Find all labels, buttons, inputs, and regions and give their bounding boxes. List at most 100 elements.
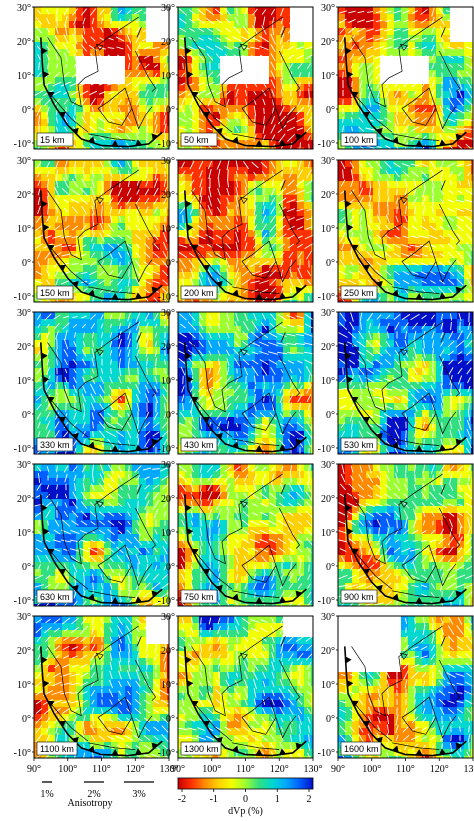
grid-cell — [436, 98, 444, 106]
grid-cell — [83, 354, 91, 362]
anisotropy-bar — [153, 55, 159, 59]
anisotropy-bar — [145, 80, 149, 88]
anisotropy-bar — [403, 115, 409, 125]
grid-cell — [450, 237, 458, 245]
anisotropy-bar — [421, 195, 427, 207]
grid-cell — [387, 195, 395, 203]
anisotropy-bar — [82, 376, 86, 384]
grid-cell — [401, 279, 409, 287]
anisotropy-bar — [367, 108, 373, 114]
anisotropy-bar — [215, 225, 223, 231]
trench-triangle — [363, 264, 370, 272]
grid-cell — [213, 42, 221, 50]
grid-cell — [450, 21, 458, 29]
grid-cell — [97, 340, 105, 348]
grid-cell — [290, 126, 298, 134]
anisotropy-bar — [197, 82, 205, 86]
grid-cell — [206, 265, 214, 273]
grid-cell — [41, 147, 49, 149]
grid-cell — [139, 403, 147, 411]
anisotropy-bar — [126, 116, 132, 124]
grid-cell — [90, 410, 98, 418]
grid-cell — [408, 49, 416, 57]
grid-cell — [69, 410, 77, 418]
grid-cell — [48, 361, 56, 369]
grid-cell — [69, 181, 77, 189]
grid-cell — [167, 188, 169, 196]
grid-cell — [380, 265, 388, 273]
grid-cell — [311, 244, 313, 252]
grid-cell — [380, 237, 388, 245]
anisotropy-bar — [358, 62, 364, 70]
map-panel: 50 km — [177, 6, 314, 150]
grid-cell — [199, 147, 207, 149]
anisotropy-bar — [287, 216, 295, 222]
grid-cell — [160, 77, 168, 85]
grid-cell — [436, 160, 444, 168]
grid-cell — [199, 354, 207, 362]
grid-cell — [450, 63, 458, 71]
anisotropy-bar — [179, 18, 187, 24]
grid-cell — [408, 56, 416, 64]
anisotropy-bar — [251, 161, 259, 169]
anisotropy-bar — [47, 187, 49, 197]
grid-cell — [111, 319, 119, 327]
grid-cell — [213, 98, 221, 106]
grid-cell — [48, 452, 56, 454]
grid-cell — [276, 279, 284, 287]
grid-cell — [97, 300, 105, 302]
anisotropy-bar — [197, 27, 205, 33]
grid-cell — [111, 333, 119, 341]
grid-cell — [90, 84, 98, 92]
anisotropy-bar — [126, 234, 132, 240]
anisotropy-bar — [447, 37, 455, 41]
anisotropy-bar — [244, 143, 248, 149]
grid-cell — [345, 7, 353, 15]
grid-cell — [464, 181, 472, 189]
grid-cell — [394, 230, 402, 238]
grid-cell — [139, 293, 147, 301]
anisotropy-bar — [109, 251, 113, 259]
anisotropy-bar — [447, 233, 455, 241]
anisotropy-bar — [55, 126, 59, 132]
anisotropy-bar — [464, 136, 473, 140]
grid-cell — [185, 251, 193, 259]
grid-cell — [338, 188, 346, 196]
trench-triangle — [42, 71, 50, 79]
grid-cell — [90, 14, 98, 22]
grid-cell — [276, 354, 284, 362]
anisotropy-bar — [467, 171, 471, 177]
grid-cell — [276, 98, 284, 106]
anisotropy-bar — [36, 82, 42, 86]
anisotropy-bar — [136, 330, 140, 340]
grid-cell — [387, 14, 395, 22]
grid-cell — [248, 63, 256, 71]
anisotropy-bar — [377, 287, 381, 295]
grid-cell — [48, 300, 56, 302]
grid-cell — [290, 49, 298, 57]
grid-cell — [167, 333, 169, 341]
grid-cell — [167, 368, 169, 376]
anisotropy-bar — [89, 261, 97, 267]
anisotropy-bar — [162, 232, 168, 242]
grid-cell — [146, 98, 154, 106]
anisotropy-bar — [242, 25, 250, 35]
grid-cell — [276, 28, 284, 36]
grid-cell — [248, 14, 256, 22]
grid-cell — [283, 202, 291, 210]
grid-cell — [311, 14, 313, 22]
trench-triangle — [345, 47, 352, 55]
grid-cell — [422, 174, 430, 182]
grid-cell — [373, 21, 381, 29]
grid-cell — [69, 167, 77, 175]
grid-cell — [220, 368, 228, 376]
anisotropy-bar — [161, 270, 169, 276]
grid-cell — [464, 279, 472, 287]
grid-cell — [422, 209, 430, 217]
grid-cell — [146, 63, 154, 71]
anisotropy-bar — [403, 106, 409, 116]
grid-cell — [234, 188, 242, 196]
grid-cell — [269, 312, 277, 320]
anisotropy-bar — [206, 71, 214, 79]
anisotropy-bar — [83, 448, 86, 454]
